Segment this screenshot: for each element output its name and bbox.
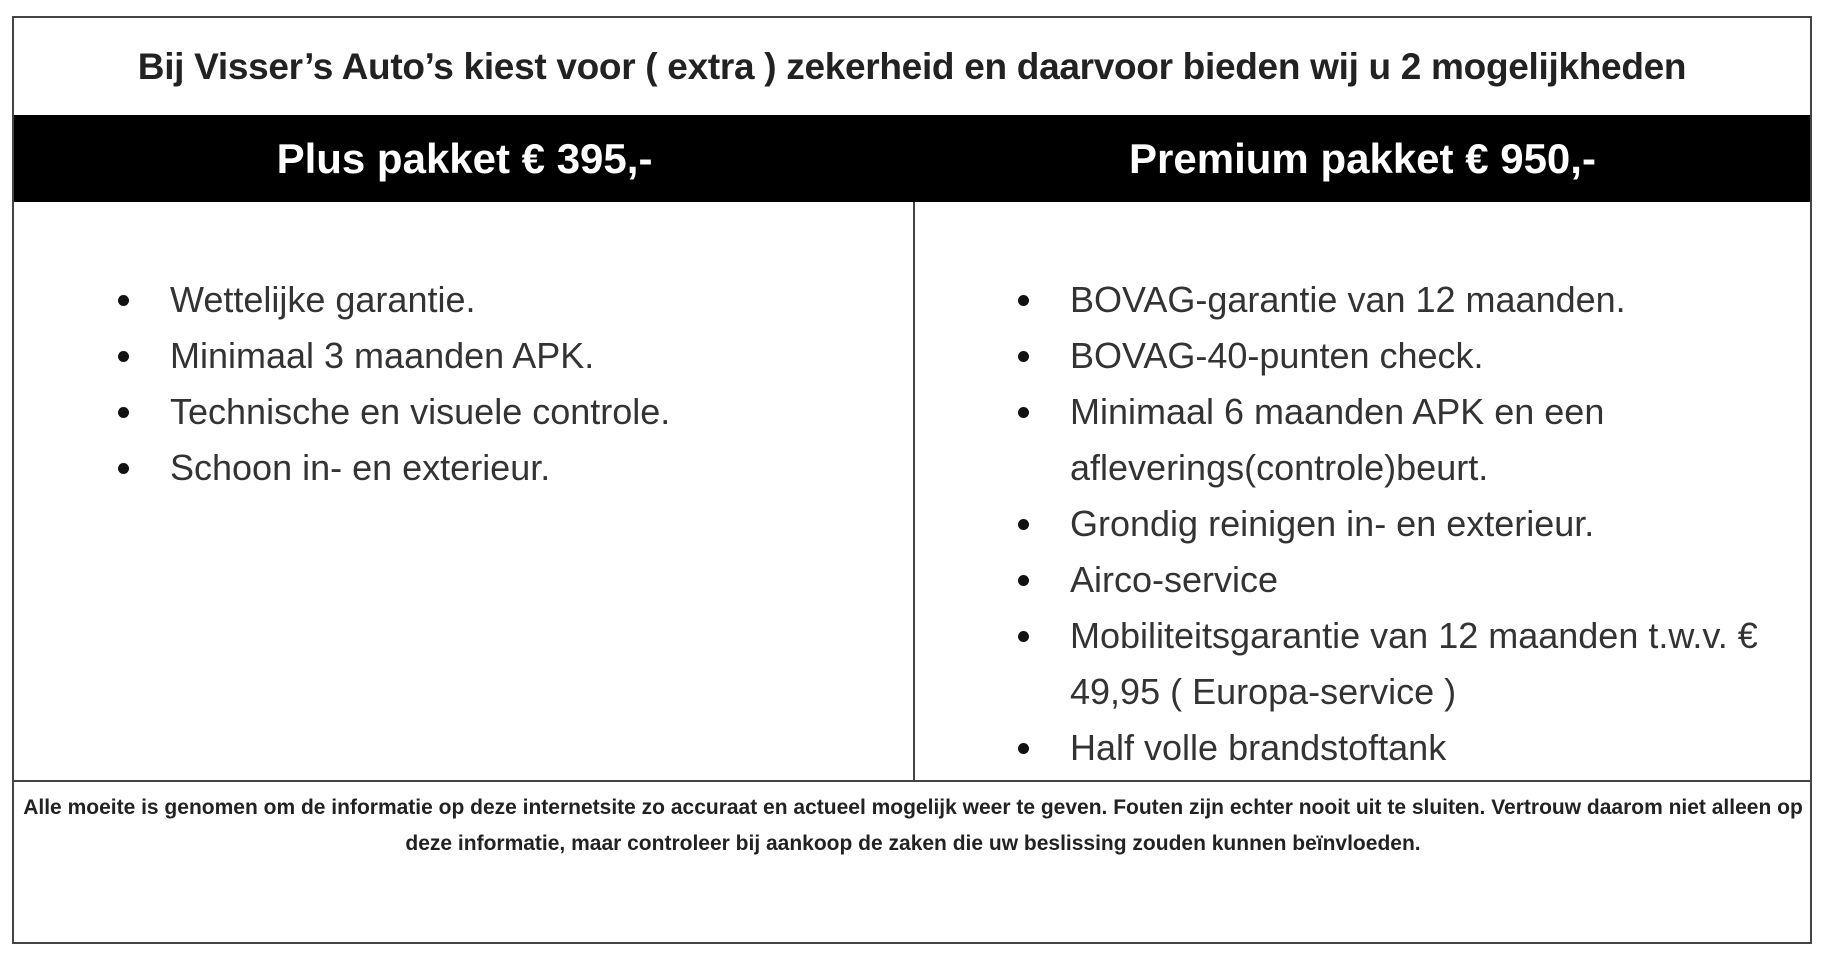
premium-package-header: Premium pakket € 950,- bbox=[1129, 134, 1596, 182]
list-item: Grondig reinigen in- en exterieur. bbox=[1012, 496, 1802, 552]
list-item: Airco-service bbox=[1012, 552, 1802, 608]
package-header-row: Plus pakket € 395,- Premium pakket € 950… bbox=[14, 115, 1810, 202]
column-divider bbox=[913, 202, 915, 780]
premium-package-list: BOVAG-garantie van 12 maanden. BOVAG-40-… bbox=[1012, 272, 1802, 776]
plus-package-list: Wettelijke garantie. Minimaal 3 maanden … bbox=[112, 272, 872, 496]
list-item: BOVAG-40-punten check. bbox=[1012, 328, 1802, 384]
list-item: Schoon in- en exterieur. bbox=[112, 440, 872, 496]
list-item: Half volle brandstoftank bbox=[1012, 720, 1802, 776]
list-item: Minimaal 3 maanden APK. bbox=[112, 328, 872, 384]
package-table: Bij Visser’s Auto’s kiest voor ( extra )… bbox=[12, 16, 1812, 944]
disclaimer: Alle moeite is genomen om de informatie … bbox=[23, 796, 1803, 855]
list-item: Minimaal 6 maanden APK en een aflevering… bbox=[1012, 384, 1802, 496]
plus-package-header: Plus pakket € 395,- bbox=[276, 134, 653, 182]
list-item: Wettelijke garantie. bbox=[112, 272, 872, 328]
list-item: Technische en visuele controle. bbox=[112, 384, 872, 440]
list-item: Mobiliteitsgarantie van 12 maanden t.w.v… bbox=[1012, 608, 1802, 720]
list-item: BOVAG-garantie van 12 maanden. bbox=[1012, 272, 1802, 328]
package-columns: Wettelijke garantie. Minimaal 3 maanden … bbox=[14, 202, 1810, 782]
page-title: Bij Visser’s Auto’s kiest voor ( extra )… bbox=[137, 45, 1687, 87]
